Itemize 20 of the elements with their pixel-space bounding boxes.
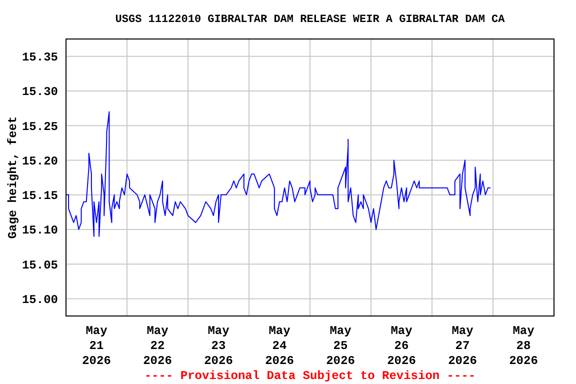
y-tick-label: 15.15: [22, 189, 58, 204]
x-tick-label: May 27 2026: [448, 324, 477, 368]
y-tick-label: 15.10: [22, 224, 58, 238]
y-tick-label: 15.00: [22, 292, 58, 307]
line-series: [66, 111, 491, 237]
y-tick-label: 15.25: [22, 120, 58, 134]
x-tick-label: May 24 2026: [265, 324, 294, 368]
y-tick-label: 15.35: [22, 50, 58, 65]
x-tick-label: May 21 2026: [82, 324, 111, 368]
x-tick-label: May 23 2026: [204, 324, 233, 368]
x-tick-label: May 26 2026: [387, 324, 416, 368]
text: ---- Provisional Data Subject to Revision ----: [144, 369, 476, 383]
y-tick-label: 15.20: [22, 154, 58, 168]
y-tick-label: 15.30: [22, 85, 58, 100]
x-tick-label: May 28 2026: [509, 324, 538, 368]
x-tick-label: May 25 2026: [326, 324, 355, 368]
x-tick-label: May 22 2026: [143, 324, 172, 368]
y-axis-title: Gage height, feet: [6, 116, 20, 239]
chart-title: USGS 11122010 GIBRALTAR DAM RELEASE WEIR A GIBRALTAR DAM CA: [115, 14, 506, 26]
y-tick-label: 15.05: [22, 258, 58, 272]
